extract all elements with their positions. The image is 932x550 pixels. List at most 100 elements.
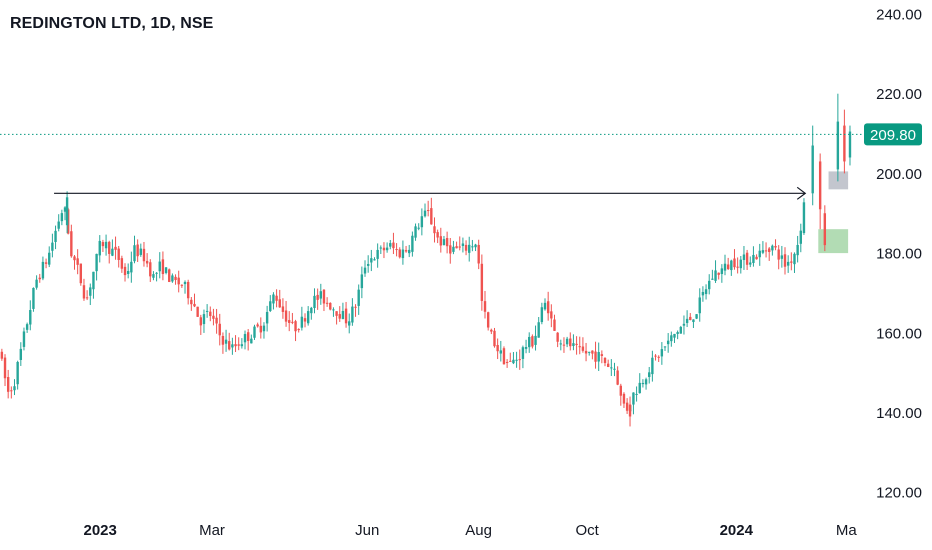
candle bbox=[644, 377, 648, 390]
candle bbox=[70, 224, 73, 258]
candle bbox=[543, 298, 547, 311]
candle bbox=[10, 386, 13, 399]
candle bbox=[382, 242, 386, 259]
candle bbox=[572, 334, 575, 351]
candle bbox=[458, 236, 461, 251]
arrow-head bbox=[796, 186, 807, 200]
candle bbox=[161, 251, 165, 281]
candle bbox=[711, 269, 714, 280]
candle bbox=[452, 240, 455, 255]
candle bbox=[546, 291, 550, 321]
candle bbox=[496, 338, 499, 360]
candle bbox=[316, 288, 319, 310]
candle bbox=[281, 298, 285, 319]
candle bbox=[240, 338, 244, 349]
current-price-tag bbox=[864, 123, 922, 146]
candle bbox=[351, 298, 354, 326]
candle bbox=[278, 289, 281, 308]
candle bbox=[417, 223, 420, 231]
candle bbox=[685, 310, 689, 328]
candle bbox=[41, 256, 45, 281]
x-tick-label: Aug bbox=[465, 522, 492, 539]
candle bbox=[848, 125, 852, 166]
candle bbox=[638, 373, 641, 394]
candle bbox=[275, 289, 278, 308]
candle bbox=[733, 249, 736, 270]
candle bbox=[799, 223, 802, 253]
candle bbox=[594, 341, 597, 369]
y-tick-label: 140.00 bbox=[876, 405, 922, 422]
candle bbox=[401, 240, 405, 265]
candle bbox=[414, 223, 417, 241]
candle bbox=[32, 287, 35, 312]
candle bbox=[212, 308, 215, 326]
candle bbox=[253, 324, 256, 340]
candle bbox=[758, 243, 761, 266]
candle bbox=[768, 247, 771, 261]
candle bbox=[22, 327, 26, 351]
candle bbox=[515, 351, 518, 368]
candle bbox=[288, 311, 291, 332]
candle bbox=[142, 241, 146, 267]
candle bbox=[556, 332, 559, 348]
candle bbox=[13, 379, 16, 396]
candle bbox=[117, 246, 120, 268]
candle bbox=[499, 340, 503, 362]
candle bbox=[439, 227, 443, 253]
candle bbox=[486, 311, 490, 331]
candle bbox=[632, 392, 635, 415]
candle bbox=[404, 245, 408, 253]
candle bbox=[708, 274, 711, 295]
candle bbox=[723, 254, 727, 276]
y-tick-label: 240.00 bbox=[876, 7, 922, 24]
candle bbox=[777, 245, 780, 270]
candle bbox=[164, 267, 168, 275]
candle bbox=[616, 366, 619, 386]
candle bbox=[461, 237, 465, 253]
candle bbox=[619, 383, 622, 406]
candle bbox=[442, 235, 446, 246]
candle bbox=[370, 249, 373, 272]
candle bbox=[717, 272, 720, 280]
candle bbox=[0, 348, 4, 361]
candle bbox=[98, 235, 101, 263]
candle bbox=[360, 266, 364, 299]
candle bbox=[455, 241, 458, 249]
candle bbox=[625, 398, 629, 414]
candle bbox=[76, 249, 79, 275]
candle bbox=[177, 270, 180, 293]
candle bbox=[761, 241, 765, 255]
candle bbox=[228, 332, 231, 351]
candle bbox=[44, 258, 48, 269]
candle bbox=[329, 302, 332, 311]
candle bbox=[430, 197, 433, 225]
candle bbox=[332, 307, 335, 317]
candle bbox=[663, 346, 667, 351]
candle bbox=[613, 362, 616, 377]
candle bbox=[196, 306, 199, 317]
candle bbox=[313, 288, 316, 314]
candle bbox=[246, 329, 250, 351]
candle bbox=[534, 325, 537, 351]
candle bbox=[183, 280, 187, 294]
x-tick-label: Oct bbox=[575, 522, 599, 539]
candle bbox=[755, 254, 758, 260]
candle bbox=[265, 305, 269, 332]
candle bbox=[651, 350, 654, 382]
candle bbox=[322, 289, 326, 312]
candle bbox=[480, 254, 484, 311]
candle bbox=[199, 314, 203, 335]
candle bbox=[591, 350, 594, 360]
candle bbox=[502, 346, 506, 365]
candle bbox=[597, 342, 600, 372]
candle bbox=[811, 125, 814, 206]
candle bbox=[152, 271, 155, 281]
candle bbox=[111, 239, 114, 257]
candle bbox=[57, 214, 60, 232]
candle bbox=[490, 328, 493, 335]
candle bbox=[357, 284, 360, 315]
candle bbox=[231, 337, 234, 355]
candle bbox=[186, 279, 190, 305]
